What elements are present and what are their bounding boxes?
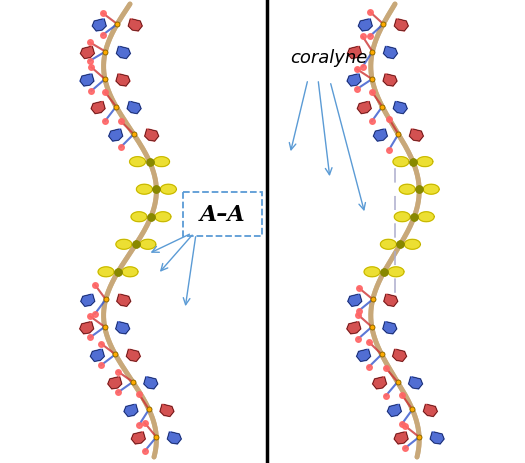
Polygon shape: [394, 432, 408, 444]
Polygon shape: [373, 377, 386, 389]
Polygon shape: [404, 240, 421, 250]
Polygon shape: [167, 432, 181, 444]
Polygon shape: [140, 240, 156, 250]
Polygon shape: [144, 377, 158, 389]
Polygon shape: [80, 75, 94, 87]
Polygon shape: [408, 377, 423, 389]
Polygon shape: [116, 75, 130, 87]
Polygon shape: [124, 405, 138, 417]
Polygon shape: [393, 102, 407, 114]
Polygon shape: [91, 102, 105, 114]
Polygon shape: [423, 405, 437, 417]
Polygon shape: [394, 20, 408, 32]
FancyBboxPatch shape: [183, 193, 262, 237]
Polygon shape: [388, 267, 404, 277]
Polygon shape: [399, 185, 415, 195]
Polygon shape: [358, 102, 371, 114]
Polygon shape: [122, 267, 138, 277]
Polygon shape: [393, 350, 406, 362]
Polygon shape: [131, 212, 147, 222]
Polygon shape: [128, 20, 142, 32]
Polygon shape: [109, 130, 123, 142]
Polygon shape: [387, 405, 402, 417]
Polygon shape: [364, 267, 380, 277]
Polygon shape: [373, 130, 387, 142]
Polygon shape: [80, 322, 93, 334]
Polygon shape: [423, 185, 439, 195]
Polygon shape: [127, 102, 141, 114]
Polygon shape: [145, 130, 159, 142]
Polygon shape: [383, 322, 397, 334]
Polygon shape: [384, 294, 398, 307]
Polygon shape: [347, 75, 361, 87]
Polygon shape: [381, 240, 396, 250]
Polygon shape: [81, 294, 94, 307]
Text: A–A: A–A: [200, 204, 245, 225]
Polygon shape: [136, 185, 152, 195]
Polygon shape: [116, 240, 132, 250]
Polygon shape: [160, 405, 174, 417]
Polygon shape: [90, 350, 104, 362]
Polygon shape: [356, 350, 371, 362]
Polygon shape: [383, 75, 397, 87]
Polygon shape: [98, 267, 114, 277]
Polygon shape: [116, 322, 130, 334]
Polygon shape: [131, 432, 145, 444]
Polygon shape: [92, 20, 106, 32]
Polygon shape: [394, 212, 410, 222]
Polygon shape: [347, 322, 361, 334]
Polygon shape: [348, 47, 361, 59]
Polygon shape: [117, 47, 130, 59]
Polygon shape: [348, 294, 362, 307]
Polygon shape: [383, 47, 397, 59]
Polygon shape: [418, 212, 434, 222]
Polygon shape: [80, 47, 94, 59]
Polygon shape: [430, 432, 444, 444]
Polygon shape: [108, 377, 122, 389]
Polygon shape: [393, 157, 409, 167]
Polygon shape: [154, 157, 170, 167]
Polygon shape: [410, 130, 423, 142]
Polygon shape: [161, 185, 176, 195]
Polygon shape: [358, 20, 372, 32]
Polygon shape: [155, 212, 171, 222]
Polygon shape: [417, 157, 433, 167]
Polygon shape: [117, 294, 131, 307]
Text: coralyne: coralyne: [290, 49, 367, 67]
Polygon shape: [127, 350, 140, 362]
Polygon shape: [130, 157, 145, 167]
